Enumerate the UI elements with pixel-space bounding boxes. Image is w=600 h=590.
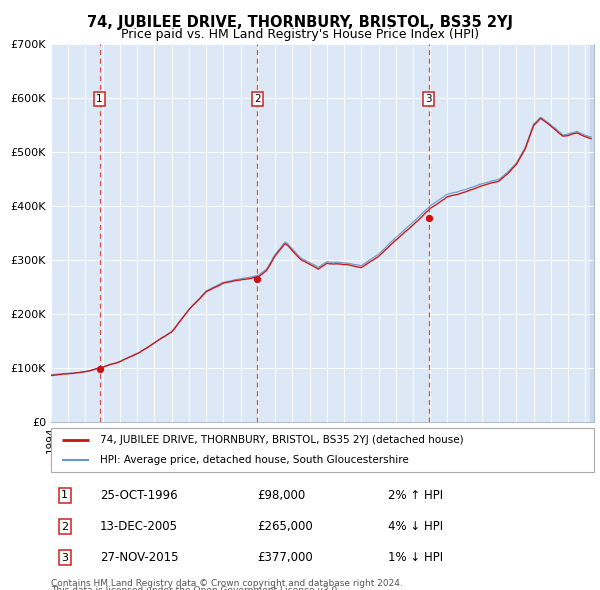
Text: 2: 2 [61,522,68,532]
Point [253,274,262,284]
Bar [51,44,52,422]
Text: £98,000: £98,000 [257,489,305,502]
Text: £377,000: £377,000 [257,551,313,564]
Text: Price paid vs. HM Land Registry's House Price Index (HPI): Price paid vs. HM Land Registry's House … [121,28,479,41]
Bar [590,44,594,422]
Text: 2: 2 [254,94,260,104]
Text: Contains HM Land Registry data © Crown copyright and database right 2024.: Contains HM Land Registry data © Crown c… [51,579,403,588]
FancyBboxPatch shape [51,428,594,472]
Bar [51,44,52,422]
Text: 1: 1 [96,94,103,104]
Text: £265,000: £265,000 [257,520,313,533]
Text: This data is licensed under the Open Government Licence v3.0.: This data is licensed under the Open Gov… [51,586,340,590]
Text: HPI: Average price, detached house, South Gloucestershire: HPI: Average price, detached house, Sout… [100,455,409,464]
Text: 4% ↓ HPI: 4% ↓ HPI [388,520,443,533]
Text: 25-OCT-1996: 25-OCT-1996 [100,489,178,502]
Point [424,214,433,223]
Text: 3: 3 [61,553,68,563]
Text: 74, JUBILEE DRIVE, THORNBURY, BRISTOL, BS35 2YJ (detached house): 74, JUBILEE DRIVE, THORNBURY, BRISTOL, B… [100,435,463,445]
Text: 1: 1 [61,490,68,500]
Text: 3: 3 [425,94,432,104]
Text: 27-NOV-2015: 27-NOV-2015 [100,551,178,564]
Text: 13-DEC-2005: 13-DEC-2005 [100,520,178,533]
Text: 2% ↑ HPI: 2% ↑ HPI [388,489,443,502]
Point [95,364,104,373]
Text: 1% ↓ HPI: 1% ↓ HPI [388,551,443,564]
Bar [590,44,594,422]
Text: 74, JUBILEE DRIVE, THORNBURY, BRISTOL, BS35 2YJ: 74, JUBILEE DRIVE, THORNBURY, BRISTOL, B… [87,15,513,30]
